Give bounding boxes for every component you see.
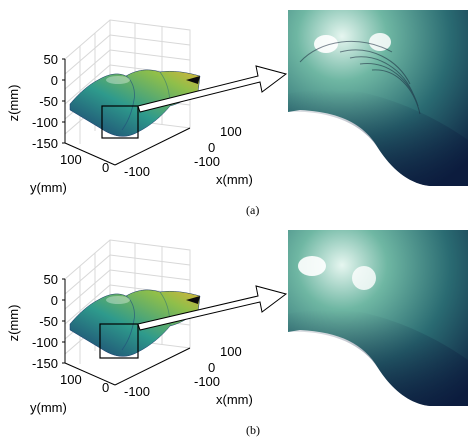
panel-b-y-tick: 0 <box>102 380 109 395</box>
panel-b-zoom-inset <box>288 230 468 406</box>
panel-a-z-tick: -150 <box>32 136 58 151</box>
panel-b-z-label: z(mm) <box>6 305 21 342</box>
panel-b-z-tick: -50 <box>39 314 58 329</box>
panel-b-y-tick: 100 <box>60 372 82 387</box>
panel-a-z-label: z(mm) <box>6 85 21 122</box>
panel-a-y-tick: 100 <box>60 152 82 167</box>
panel-a-z-ticks: 50 0 -50 -100 -150 <box>32 52 58 151</box>
panel-a-axes <box>62 58 191 166</box>
panel-a-caption: (a) <box>246 203 260 217</box>
panel-a-y-label: y(mm) <box>30 180 67 195</box>
panel-b-caption: (b) <box>246 423 260 437</box>
panel-b-axes <box>62 278 191 386</box>
panel-b-x-tick: -100 <box>194 374 220 389</box>
panel-b-z-tick: 50 <box>44 272 58 287</box>
panel-a-zoom-arrow <box>137 65 288 113</box>
panel-a-x-tick: 100 <box>220 124 242 139</box>
panel-b-y-tick: -100 <box>124 384 150 399</box>
panel-b-x-ticks: 100 0 -100 <box>194 344 242 389</box>
panel-b-z-tick: 0 <box>51 293 58 308</box>
panel-b-z-tick: -150 <box>32 356 58 371</box>
panel-b: 50 0 -50 -100 -150 100 0 -100 100 0 -100… <box>0 220 474 440</box>
panel-b-z-tick: -100 <box>32 335 58 350</box>
panel-a-ripple-lines <box>299 40 421 115</box>
panel-a-svg: 50 0 -50 -100 -150 100 0 -100 100 0 -100… <box>6 10 468 195</box>
panel-a-z-tick: 0 <box>51 73 58 88</box>
panel-a-x-tick: 0 <box>208 140 215 155</box>
panel-b-svg: 50 0 -50 -100 -150 100 0 -100 100 0 -100… <box>6 230 468 415</box>
panel-a-zoom-box <box>101 105 139 139</box>
panel-a-z-tick: -50 <box>39 94 58 109</box>
panel-b-zoom-arrow <box>137 285 288 331</box>
panel-a-zoom-inset <box>288 10 468 186</box>
panel-a: 50 0 -50 -100 -150 100 0 -100 100 0 -100… <box>6 10 468 217</box>
panel-b-y-label: y(mm) <box>30 400 67 415</box>
panel-b-y-ticks: 100 0 -100 <box>60 372 150 399</box>
panel-a-y-tick: -100 <box>124 164 150 179</box>
panel-b-x-label: x(mm) <box>216 392 253 407</box>
panel-b-zoom-box <box>99 323 139 359</box>
panel-a-y-tick: 0 <box>102 160 109 175</box>
panel-a-y-ticks: 100 0 -100 <box>60 152 150 179</box>
panel-b-x-tick: 0 <box>208 360 215 375</box>
panel-a-x-ticks: 100 0 -100 <box>194 124 242 169</box>
panel-b-x-tick: 100 <box>220 344 242 359</box>
panel-b-z-ticks: 50 0 -50 -100 -150 <box>32 272 58 371</box>
panel-a-z-tick: -100 <box>32 115 58 130</box>
panel-a-x-tick: -100 <box>194 154 220 169</box>
panel-a-z-tick: 50 <box>44 52 58 67</box>
panel-a-x-label: x(mm) <box>216 172 253 187</box>
